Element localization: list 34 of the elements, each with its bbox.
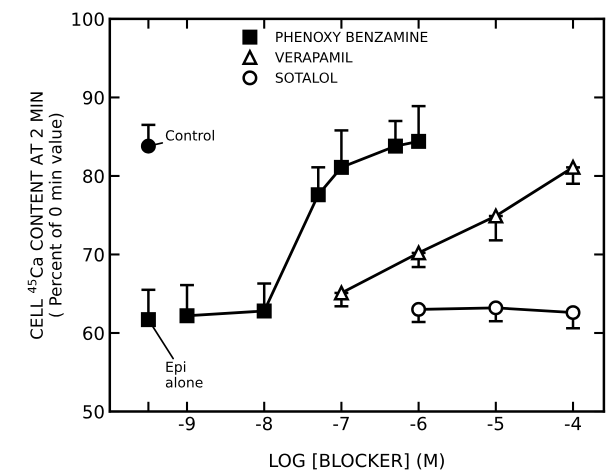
y-tick-label: 70 — [83, 248, 104, 262]
point — [411, 245, 426, 260]
point — [140, 138, 156, 154]
x-tick-label: -8 — [256, 416, 272, 430]
x-tick-label: -7 — [333, 416, 349, 430]
point — [411, 302, 426, 317]
point — [180, 308, 195, 324]
point — [488, 300, 504, 316]
point — [488, 208, 504, 224]
point — [411, 134, 426, 149]
point — [566, 160, 581, 175]
y-tick-label: 90 — [83, 90, 104, 105]
annotation: Control — [166, 130, 214, 141]
x-tick-label: -5 — [488, 416, 504, 430]
point — [334, 285, 349, 300]
y-tick-label: 60 — [83, 326, 104, 340]
point — [566, 305, 581, 320]
x-tick-label: -6 — [410, 416, 426, 430]
x-tick-label: -9 — [178, 416, 195, 430]
y-tick-label: 50 — [83, 404, 104, 419]
point — [388, 138, 403, 154]
point — [334, 160, 349, 175]
y-tick-label: 80 — [83, 169, 104, 184]
legend-label: VERAPAMIL — [274, 52, 352, 62]
x-axis-title: LOG [BLOCKER] (M) — [270, 453, 444, 470]
x-tick-label: -4 — [564, 416, 582, 430]
y-tick-label: 100 — [72, 12, 104, 26]
point — [140, 312, 156, 328]
point — [310, 187, 326, 202]
legend-label: PHENOXY BENZAMINE — [276, 32, 428, 42]
point — [256, 304, 272, 319]
legend-label: SOTALOL — [276, 72, 338, 83]
annotation: Epi alone — [166, 361, 203, 388]
y-axis-title: CELL $^{45}$Ca CONTENT AT 2 MIN ( Percent of 0 min value) — [28, 92, 64, 339]
